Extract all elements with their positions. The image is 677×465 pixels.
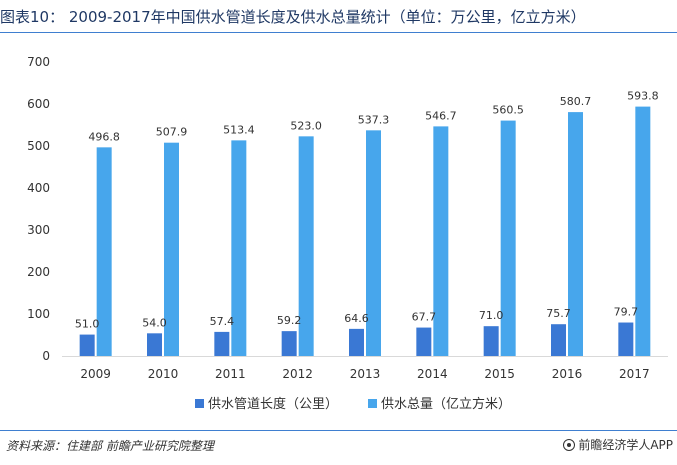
legend-swatch-series1: [195, 399, 204, 408]
bar-series1-2012: [281, 331, 297, 356]
bar-series2-2015: [500, 120, 516, 356]
title-divider: [0, 32, 677, 33]
source-note: 资料来源：住建部 前瞻产业研究院整理: [6, 439, 214, 453]
y-tick-label: 500: [27, 139, 50, 153]
data-label-series2-2012: 523.0: [290, 119, 322, 132]
x-tick-label: 2013: [350, 367, 381, 381]
x-tick-label: 2017: [619, 367, 650, 381]
data-label-series2-2016: 580.7: [560, 95, 592, 108]
brand-mark: 前瞻经济学人APP: [563, 436, 673, 453]
data-label-series1-2012: 59.2: [277, 314, 302, 327]
bar-series2-2013: [366, 130, 381, 356]
data-label-series2-2014: 546.7: [425, 109, 457, 122]
bar-series1-2017: [618, 322, 634, 356]
y-tick-label: 100: [27, 307, 50, 321]
data-label-series1-2011: 57.4: [210, 315, 235, 328]
x-tick-label: 2016: [552, 367, 583, 381]
brand-logo-icon: [563, 438, 576, 451]
x-axis-ticks: 2009 2010 2011 2012 2013 2014 2015 2016 2017: [80, 367, 649, 381]
x-tick-label: 2009: [80, 367, 111, 381]
data-label-series2-2015: 560.5: [492, 104, 524, 117]
legend-label-series1: 供水管道长度（公里）: [208, 396, 338, 412]
data-label-series1-2013: 64.6: [344, 312, 369, 325]
brand-name: 前瞻经济学人APP: [578, 438, 673, 452]
bar-series1-2011: [214, 331, 230, 356]
footer-divider: [0, 430, 677, 431]
bar-series1-2016: [551, 324, 566, 356]
bar-series2-2016: [568, 112, 583, 356]
x-tick-label: 2012: [282, 367, 313, 381]
legend-swatch-series2: [368, 399, 377, 408]
data-label-series1-2009: 51.0: [75, 318, 100, 331]
bar-series2-2017: [635, 106, 651, 356]
chart-title: 图表10： 2009-2017年中国供水管道长度及供水总量统计（单位：万公里，亿…: [0, 8, 586, 26]
x-tick-label: 2011: [215, 367, 246, 381]
bars: [79, 106, 651, 356]
y-axis-ticks: 0 100 200 300 400 500 600 700: [27, 55, 50, 363]
bar-series1-2014: [416, 327, 432, 356]
y-tick-label: 700: [27, 55, 50, 69]
bar-series2-2009: [96, 147, 112, 356]
data-label-series1-2016: 75.7: [546, 307, 571, 320]
data-label-series2-2009: 496.8: [88, 130, 120, 143]
data-label-series1-2014: 67.7: [412, 311, 437, 324]
bar-series1-2010: [147, 333, 162, 356]
bar-series2-2012: [298, 136, 314, 356]
y-tick-label: 200: [27, 265, 50, 279]
y-tick-label: 0: [42, 349, 50, 363]
data-label-series1-2015: 71.0: [479, 309, 504, 322]
x-tick-label: 2010: [148, 367, 179, 381]
bar-series2-2014: [433, 126, 449, 356]
legend: 供水管道长度（公里） 供水总量（亿立方米）: [195, 396, 511, 412]
data-labels: 51.0 496.8 54.0 507.9 57.4 513.4 59.2 523.0 64.6…: [75, 90, 659, 331]
data-label-series2-2010: 507.9: [156, 126, 188, 139]
y-tick-label: 400: [27, 181, 50, 195]
x-tick-label: 2015: [484, 367, 515, 381]
bar-chart: 0 100 200 300 400 500 600 700 51.0 496.8 54.0 507.…: [27, 55, 668, 412]
data-label-series2-2017: 593.8: [627, 90, 659, 103]
x-tick-label: 2014: [417, 367, 448, 381]
data-label-series1-2017: 79.7: [614, 306, 639, 319]
data-label-series2-2011: 513.4: [223, 123, 255, 136]
bar-series1-2015: [483, 326, 499, 356]
data-label-series2-2013: 537.3: [358, 113, 390, 126]
data-label-series1-2010: 54.0: [142, 316, 167, 329]
legend-label-series2: 供水总量（亿立方米）: [381, 396, 511, 412]
y-tick-label: 600: [27, 97, 50, 111]
bar-series2-2011: [231, 140, 247, 356]
y-tick-label: 300: [27, 223, 50, 237]
bar-series1-2009: [79, 334, 95, 356]
bar-series1-2013: [349, 328, 364, 356]
bar-series2-2010: [164, 142, 179, 356]
